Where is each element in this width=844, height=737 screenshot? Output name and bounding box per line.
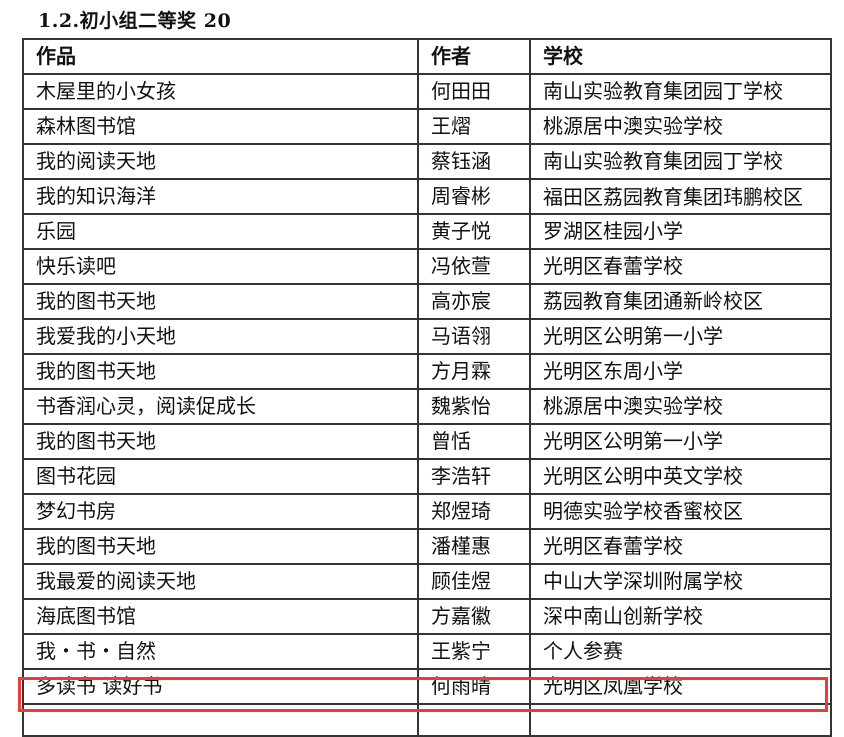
table-header-row: 作品 作者 学校 xyxy=(22,38,832,75)
table-row: 我・书・自然 王紫宁 个人参赛 xyxy=(22,633,832,670)
cell-school: 福田区荔园教育集团玮鹏校区 xyxy=(529,178,832,215)
cell-work: 我的图书天地 xyxy=(22,423,419,460)
cell-empty xyxy=(529,703,832,737)
cell-work: 图书花园 xyxy=(22,458,419,495)
table-row: 图书花园 李浩轩 光明区公明中英文学校 xyxy=(22,458,832,495)
table-row: 我的知识海洋 周睿彬 福田区荔园教育集团玮鹏校区 xyxy=(22,178,832,215)
cell-school: 个人参赛 xyxy=(529,633,832,670)
table-row: 多读书 读好书 何雨晴 光明区凤凰学校 xyxy=(22,668,832,705)
table-row: 木屋里的小女孩 何田田 南山实验教育集团园丁学校 xyxy=(22,73,832,110)
cell-author: 周睿彬 xyxy=(417,178,531,215)
cell-school: 桃源居中澳实验学校 xyxy=(529,108,832,145)
cell-work: 梦幻书房 xyxy=(22,493,419,530)
cell-author: 马语翎 xyxy=(417,318,531,355)
cell-school: 光明区东周小学 xyxy=(529,353,832,390)
cell-author: 郑煜琦 xyxy=(417,493,531,530)
cell-author: 何田田 xyxy=(417,73,531,110)
cell-work: 我・书・自然 xyxy=(22,633,419,670)
cell-work: 我的阅读天地 xyxy=(22,143,419,180)
cell-school: 光明区公明中英文学校 xyxy=(529,458,832,495)
table-row: 梦幻书房 郑煜琦 明德实验学校香蜜校区 xyxy=(22,493,832,530)
cell-empty xyxy=(22,703,419,737)
cell-school: 光明区春蕾学校 xyxy=(529,528,832,565)
cell-work: 书香润心灵，阅读促成长 xyxy=(22,388,419,425)
cell-author: 冯依萱 xyxy=(417,248,531,285)
cell-school: 光明区公明第一小学 xyxy=(529,318,832,355)
table-row: 我的图书天地 方月霖 光明区东周小学 xyxy=(22,353,832,390)
cell-author: 曾恬 xyxy=(417,423,531,460)
table-row: 书香润心灵，阅读促成长 魏紫怡 桃源居中澳实验学校 xyxy=(22,388,832,425)
cell-work: 我爱我的小天地 xyxy=(22,318,419,355)
cell-school: 光明区凤凰学校 xyxy=(529,668,832,705)
cell-author: 魏紫怡 xyxy=(417,388,531,425)
cell-work: 木屋里的小女孩 xyxy=(22,73,419,110)
cell-school: 罗湖区桂园小学 xyxy=(529,213,832,250)
cell-author: 王紫宁 xyxy=(417,633,531,670)
header-author: 作者 xyxy=(417,38,531,75)
cell-school: 中山大学深圳附属学校 xyxy=(529,563,832,600)
cell-work: 我最爱的阅读天地 xyxy=(22,563,419,600)
cell-school: 荔园教育集团通新岭校区 xyxy=(529,283,832,320)
cell-author: 何雨晴 xyxy=(417,668,531,705)
cell-work: 海底图书馆 xyxy=(22,598,419,635)
cell-school: 桃源居中澳实验学校 xyxy=(529,388,832,425)
cell-work: 我的图书天地 xyxy=(22,353,419,390)
cell-author: 潘槿惠 xyxy=(417,528,531,565)
table-row: 我的图书天地 曾恬 光明区公明第一小学 xyxy=(22,423,832,460)
cell-author: 蔡钰涵 xyxy=(417,143,531,180)
cell-empty xyxy=(417,703,531,737)
cell-work: 我的图书天地 xyxy=(22,283,419,320)
header-work: 作品 xyxy=(22,38,419,75)
cell-school: 光明区公明第一小学 xyxy=(529,423,832,460)
table-row: 海底图书馆 方嘉徽 深中南山创新学校 xyxy=(22,598,832,635)
cell-school: 南山实验教育集团园丁学校 xyxy=(529,73,832,110)
cell-work: 快乐读吧 xyxy=(22,248,419,285)
table-row: 森林图书馆 王熠 桃源居中澳实验学校 xyxy=(22,108,832,145)
table-row: 我爱我的小天地 马语翎 光明区公明第一小学 xyxy=(22,318,832,355)
cell-work: 我的图书天地 xyxy=(22,528,419,565)
cell-author: 王熠 xyxy=(417,108,531,145)
cell-work: 我的知识海洋 xyxy=(22,178,419,215)
section-title: 1.2.初小组二等奖 20 xyxy=(38,10,232,32)
cell-work: 乐园 xyxy=(22,213,419,250)
cell-author: 高亦宸 xyxy=(417,283,531,320)
table-row: 乐园 黄子悦 罗湖区桂园小学 xyxy=(22,213,832,250)
cell-school: 南山实验教育集团园丁学校 xyxy=(529,143,832,180)
table-row: 我的阅读天地 蔡钰涵 南山实验教育集团园丁学校 xyxy=(22,143,832,180)
table-row: 快乐读吧 冯依萱 光明区春蕾学校 xyxy=(22,248,832,285)
cell-school: 明德实验学校香蜜校区 xyxy=(529,493,832,530)
cell-school: 深中南山创新学校 xyxy=(529,598,832,635)
table-row: 我的图书天地 潘槿惠 光明区春蕾学校 xyxy=(22,528,832,565)
cell-work: 多读书 读好书 xyxy=(22,668,419,705)
table-row-cutoff xyxy=(22,703,832,737)
cell-author: 方月霖 xyxy=(417,353,531,390)
cell-author: 李浩轩 xyxy=(417,458,531,495)
cell-school: 光明区春蕾学校 xyxy=(529,248,832,285)
awards-table: 作品 作者 学校 木屋里的小女孩 何田田 南山实验教育集团园丁学校 森林图书馆 王熠 桃源… xyxy=(22,38,832,737)
table-row: 我最爱的阅读天地 顾佳煜 中山大学深圳附属学校 xyxy=(22,563,832,600)
cell-author: 黄子悦 xyxy=(417,213,531,250)
cell-author: 方嘉徽 xyxy=(417,598,531,635)
cell-author: 顾佳煜 xyxy=(417,563,531,600)
table-row: 我的图书天地 高亦宸 荔园教育集团通新岭校区 xyxy=(22,283,832,320)
cell-work: 森林图书馆 xyxy=(22,108,419,145)
header-school: 学校 xyxy=(529,38,832,75)
